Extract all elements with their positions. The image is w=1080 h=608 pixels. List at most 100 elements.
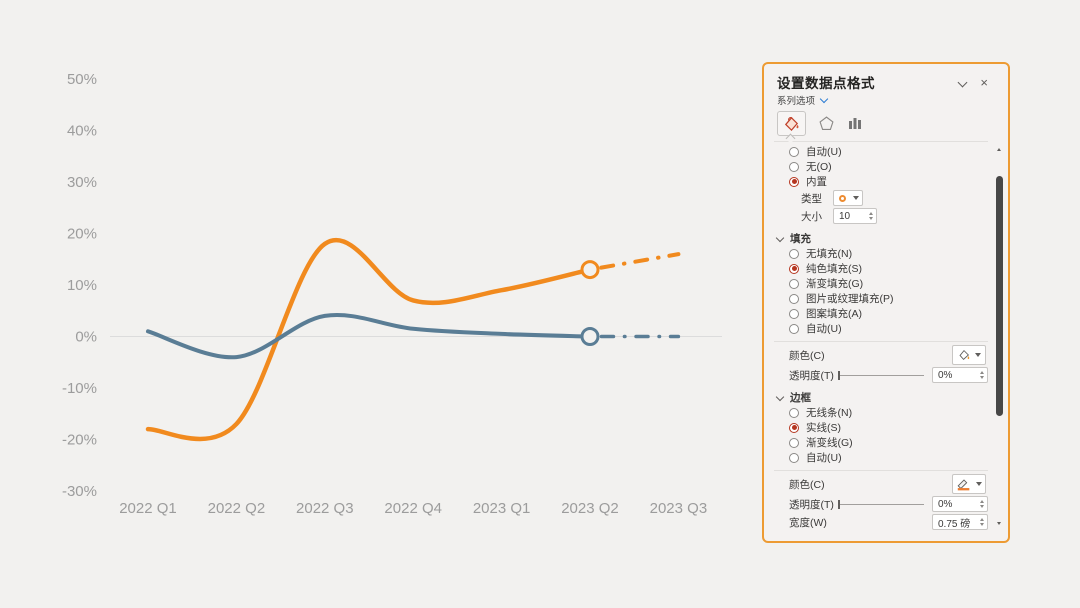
series-options-label: 系列选项 — [777, 96, 816, 107]
radio-picture-texture-fill[interactable]: 图片或纹理填充(P) — [777, 291, 988, 306]
chevron-down-icon — [975, 482, 982, 486]
radio-icon — [789, 146, 799, 157]
line-transparency-row: 透明度(T) 0% — [777, 495, 988, 513]
radio-icon — [789, 323, 799, 334]
radio-label: 自动(U) — [806, 323, 842, 335]
y-tick-label: -10% — [62, 380, 97, 397]
y-tick-label: -30% — [62, 483, 97, 500]
radio-icon — [789, 248, 799, 259]
radio-marker-auto[interactable]: 自动(U) — [777, 144, 988, 159]
x-tick-label: 2022 Q1 — [119, 500, 177, 517]
slider-thumb[interactable] — [837, 370, 841, 380]
orange-series-forecast-line[interactable] — [588, 252, 681, 272]
line-color-label: 颜色(C) — [789, 478, 825, 491]
fill-transparency-slider[interactable] — [837, 369, 925, 381]
radio-label: 渐变填充(G) — [806, 278, 864, 290]
y-tick-label: 30% — [67, 174, 97, 191]
fill-section-label: 填充 — [790, 233, 811, 245]
close-panel-icon[interactable]: × — [980, 74, 988, 90]
marker-type-row: 类型 — [777, 189, 988, 207]
scrollbar-up-arrow[interactable] — [995, 148, 1002, 151]
radio-label: 自动(U) — [806, 452, 842, 464]
collapse-panel-icon[interactable] — [957, 77, 968, 87]
radio-solid-fill[interactable]: 纯色填充(S) — [777, 261, 988, 276]
pentagon-icon — [819, 115, 834, 130]
scrollbar-down-arrow[interactable] — [995, 522, 1002, 525]
divider — [774, 470, 988, 471]
fill-color-label: 颜色(C) — [789, 349, 825, 362]
blue-series-line[interactable] — [146, 313, 592, 360]
paint-bucket-icon — [959, 349, 970, 360]
fill-color-row: 颜色(C) — [777, 344, 988, 366]
radio-label: 实线(S) — [806, 422, 841, 434]
radio-label: 图案填充(A) — [806, 308, 862, 320]
chevron-down-icon — [853, 196, 859, 200]
tab-series-options[interactable] — [847, 115, 863, 131]
blue-series-data-point-marker[interactable] — [580, 327, 600, 346]
stepper-arrows[interactable] — [980, 370, 984, 380]
radio-icon — [789, 161, 799, 172]
format-data-point-panel: 设置数据点格式 × 系列选项 — [762, 62, 1010, 543]
radio-icon — [789, 293, 799, 304]
x-tick-label: 2022 Q2 — [208, 500, 266, 517]
chevron-down-icon — [775, 233, 785, 242]
tab-fill-and-line[interactable] — [777, 110, 806, 143]
line-width-stepper[interactable]: 0.75 磅 — [932, 514, 988, 530]
y-tick-label: 50% — [67, 71, 97, 88]
line-transparency-stepper[interactable]: 0% — [932, 496, 988, 512]
line-transparency-value: 0% — [938, 498, 953, 510]
chevron-down-icon — [775, 392, 785, 401]
circle-marker-swatch — [839, 194, 846, 202]
radio-marker-builtin[interactable]: 内置 — [777, 174, 988, 189]
x-tick-label: 2023 Q2 — [561, 500, 619, 517]
paint-bucket-icon — [784, 116, 799, 131]
x-tick-label: 2023 Q3 — [650, 500, 708, 517]
radio-marker-none[interactable]: 无(O) — [777, 159, 988, 174]
radio-gradient-line[interactable]: 渐变线(G) — [777, 435, 988, 450]
radio-no-fill[interactable]: 无填充(N) — [777, 246, 988, 261]
marker-size-label: 大小 — [801, 210, 822, 223]
radio-label: 渐变线(G) — [806, 437, 853, 449]
marker-type-dropdown[interactable] — [833, 190, 863, 206]
stepper-arrows[interactable] — [980, 499, 984, 509]
orange-series-line[interactable] — [145, 238, 593, 442]
chevron-down-icon — [975, 353, 981, 357]
y-tick-label: 10% — [67, 277, 97, 294]
radio-gradient-fill[interactable]: 渐变填充(G) — [777, 276, 988, 291]
fill-transparency-row: 透明度(T) 0% — [777, 366, 988, 384]
stepper-arrows[interactable] — [980, 517, 984, 527]
divider — [774, 141, 988, 142]
radio-no-line[interactable]: 无线条(N) — [777, 405, 988, 420]
fill-transparency-stepper[interactable]: 0% — [932, 367, 988, 383]
radio-solid-line[interactable]: 实线(S) — [777, 420, 988, 435]
stepper-arrows[interactable] — [869, 211, 873, 221]
series-options-dropdown[interactable]: 系列选项 — [777, 94, 988, 107]
line-color-button[interactable] — [952, 474, 986, 494]
panel-tabs — [777, 110, 988, 143]
radio-fill-auto[interactable]: 自动(U) — [777, 321, 988, 336]
fill-section-header[interactable]: 填充 — [775, 231, 988, 246]
radio-icon-selected — [789, 422, 799, 433]
divider — [774, 341, 988, 342]
x-tick-label: 2022 Q4 — [384, 500, 442, 517]
radio-pattern-fill[interactable]: 图案填充(A) — [777, 306, 988, 321]
pencil-color-icon — [957, 478, 970, 490]
y-tick-label: -20% — [62, 431, 97, 448]
radio-icon — [789, 452, 799, 463]
border-section-label: 边框 — [790, 392, 811, 404]
border-section-header[interactable]: 边框 — [775, 390, 988, 405]
orange-series-data-point-marker[interactable] — [580, 260, 600, 280]
radio-label: 无(O) — [806, 161, 832, 173]
radio-icon — [789, 308, 799, 319]
scrollbar-thumb[interactable] — [996, 176, 1003, 416]
line-width-row: 宽度(W) 0.75 磅 — [777, 513, 988, 531]
radio-line-auto[interactable]: 自动(U) — [777, 450, 988, 465]
marker-size-stepper[interactable]: 10 — [833, 208, 877, 224]
slider-thumb[interactable] — [837, 499, 841, 509]
tab-effects[interactable] — [818, 115, 835, 132]
line-transparency-slider[interactable] — [837, 498, 925, 510]
fill-color-button[interactable] — [952, 345, 986, 365]
radio-icon — [789, 407, 799, 418]
